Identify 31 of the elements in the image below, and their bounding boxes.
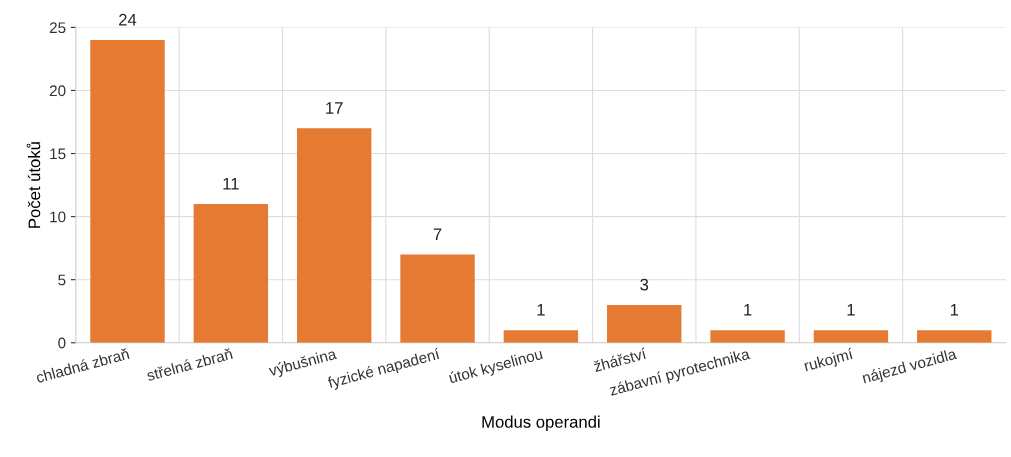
data-label: 1 [537, 304, 545, 316]
bar [90, 40, 165, 343]
bar [710, 330, 785, 343]
data-label: 1 [847, 304, 855, 316]
x-tick-label: střelná zbraň [145, 347, 233, 382]
y-axis-title: Počet útoků [26, 142, 41, 228]
bar [193, 204, 269, 343]
y-tick-label: 10 [50, 211, 66, 223]
data-label: 17 [326, 102, 343, 114]
data-label: 24 [119, 13, 137, 26]
data-label: 3 [640, 278, 649, 291]
x-axis-title: Modus operandi [482, 415, 600, 432]
bar [917, 330, 992, 343]
data-label: 7 [433, 228, 442, 240]
data-label: 1 [744, 304, 752, 316]
y-tick-label: 20 [49, 85, 66, 97]
bar [296, 128, 372, 343]
x-tick-label: útok kyselinou [448, 347, 544, 387]
bar [813, 330, 889, 343]
x-tick-label: nájezd vozidla [861, 347, 959, 387]
data-label: 11 [223, 177, 239, 190]
bar [503, 330, 579, 343]
y-tick-label: 15 [50, 148, 66, 160]
bar [400, 254, 475, 343]
x-tick-label: rukojmí [803, 347, 855, 375]
y-tick-label: 5 [58, 274, 66, 286]
y-tick-label: 0 [58, 337, 66, 349]
bar [607, 304, 682, 343]
x-tick-label: žhářství [593, 347, 648, 373]
data-label: 1 [950, 304, 959, 316]
y-tick-label: 25 [49, 22, 66, 34]
